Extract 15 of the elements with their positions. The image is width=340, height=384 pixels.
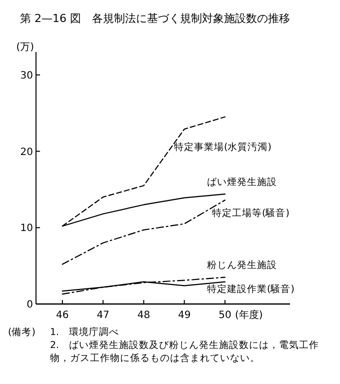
x-tick-label: 50 <box>218 310 232 321</box>
x-tick-label: 47 <box>96 310 110 321</box>
text: 1. 環境庁調べ <box>50 326 120 339</box>
x-tick-label: 46 <box>56 310 69 321</box>
y-tick-label: 0 <box>26 300 33 310</box>
y-tick-label: 20 <box>20 146 33 158</box>
text: (備考) <box>8 326 36 339</box>
text: 2. ばい煙発生施設数及び粉じん発生施設数には，電気工作物，ガス工作物に係るものは含まれていない。 <box>50 339 320 365</box>
ylabel: (万) <box>16 42 34 53</box>
y-tick-label: 30 <box>20 70 33 82</box>
x-tick-label: 48 <box>137 310 150 321</box>
x-tick-label: 49 <box>178 310 191 321</box>
y-tick-label: 10 <box>20 223 33 234</box>
title: 第 2—16 図 各規制法に基づく規制対象施設数の推移 <box>20 12 290 25</box>
xlabel: (年度) <box>234 310 263 321</box>
